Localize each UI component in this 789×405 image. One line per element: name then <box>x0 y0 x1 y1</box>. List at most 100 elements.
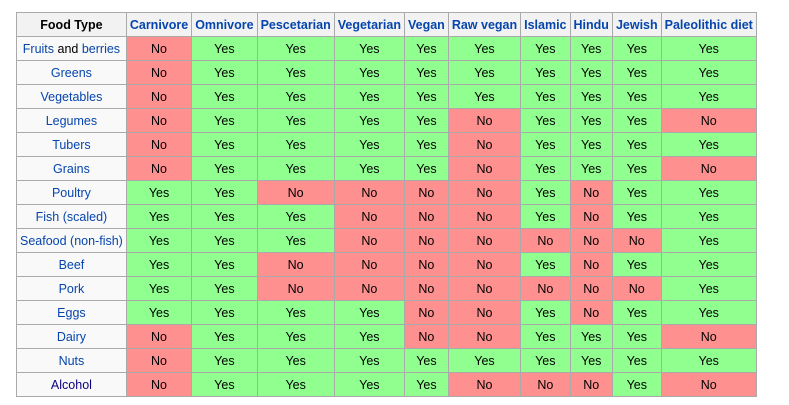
food-type-cell[interactable]: Seafood (non-fish) <box>16 228 127 253</box>
food-link[interactable]: Fruits <box>22 41 55 56</box>
value-cell: Yes <box>256 372 335 397</box>
value-cell: No <box>447 132 522 157</box>
value-cell: Yes <box>191 276 258 301</box>
value-cell: Yes <box>333 372 405 397</box>
value-cell: No <box>569 276 613 301</box>
table-row: Greens No Yes Yes Yes Yes Yes Yes Yes Yes Yes <box>16 60 757 85</box>
value-cell: Yes <box>611 36 662 61</box>
value-cell: Yes <box>611 348 662 373</box>
value-cell: Yes <box>256 60 335 85</box>
column-header-link[interactable]: Omnivore <box>191 12 258 37</box>
value-cell: Yes <box>611 108 662 133</box>
value-cell: No <box>520 276 571 301</box>
value-cell: Yes <box>125 252 193 277</box>
value-cell: No <box>125 108 193 133</box>
column-header-link[interactable]: Vegetarian <box>333 12 405 37</box>
value-cell: Yes <box>403 84 449 109</box>
value-cell: Yes <box>520 348 571 373</box>
food-type-cell[interactable]: Grains <box>16 156 127 181</box>
value-cell: Yes <box>125 228 193 253</box>
table-row: Fish (scaled) Yes Yes Yes No No No Yes No Yes Yes <box>16 204 757 229</box>
value-cell: Yes <box>256 348 335 373</box>
food-type-cell[interactable]: Tubers <box>16 132 127 157</box>
value-cell: Yes <box>660 252 757 277</box>
value-cell: No <box>447 180 522 205</box>
value-cell: No <box>660 324 757 349</box>
value-cell: Yes <box>660 348 757 373</box>
food-type-cell[interactable]: Nuts <box>16 348 127 373</box>
value-cell: Yes <box>333 300 405 325</box>
value-cell: Yes <box>256 204 335 229</box>
food-type-cell[interactable]: Fish (scaled) <box>16 204 127 229</box>
value-cell: Yes <box>333 36 405 61</box>
food-type-cell[interactable]: Dairy <box>16 324 127 349</box>
value-cell: No <box>403 228 449 253</box>
value-cell: Yes <box>520 60 571 85</box>
value-cell: Yes <box>256 300 335 325</box>
column-header-link[interactable]: Paleolithic diet <box>660 12 757 37</box>
value-cell: Yes <box>520 132 571 157</box>
value-cell: Yes <box>660 36 757 61</box>
value-cell: No <box>447 372 522 397</box>
value-cell: Yes <box>660 228 757 253</box>
value-cell: No <box>660 156 757 181</box>
value-cell: No <box>125 156 193 181</box>
value-cell: Yes <box>611 372 662 397</box>
value-cell: No <box>569 204 613 229</box>
column-header-link[interactable]: Vegan <box>403 12 449 37</box>
value-cell: Yes <box>333 156 405 181</box>
header-row: Food Type Carnivore Omnivore Pescetarian Veg… <box>16 12 757 37</box>
value-cell: No <box>447 108 522 133</box>
food-type-cell[interactable]: Legumes <box>16 108 127 133</box>
value-cell: No <box>333 228 405 253</box>
table-row: Poultry Yes Yes No No No No Yes No Yes Yes <box>16 180 757 205</box>
value-cell: Yes <box>191 180 258 205</box>
value-cell: Yes <box>333 132 405 157</box>
column-header-link[interactable]: Islamic <box>520 12 571 37</box>
column-header-link[interactable]: Hindu <box>569 12 613 37</box>
value-cell: Yes <box>403 60 449 85</box>
value-cell: Yes <box>403 108 449 133</box>
table-row: Tubers No Yes Yes Yes Yes No Yes Yes Yes Yes <box>16 132 757 157</box>
value-cell: No <box>447 300 522 325</box>
food-type-cell[interactable]: Vegetables <box>16 84 127 109</box>
food-type-cell[interactable]: Pork <box>16 276 127 301</box>
food-link[interactable]: berries <box>81 41 121 56</box>
value-cell: No <box>125 60 193 85</box>
value-cell: Yes <box>403 156 449 181</box>
food-type-cell[interactable]: Eggs <box>16 300 127 325</box>
value-cell: Yes <box>125 204 193 229</box>
food-type-cell[interactable]: Greens <box>16 60 127 85</box>
value-cell: No <box>447 156 522 181</box>
value-cell: Yes <box>191 228 258 253</box>
column-header-link[interactable]: Pescetarian <box>256 12 335 37</box>
table-row: Seafood (non-fish) Yes Yes Yes No No No No No No Y… <box>16 228 757 253</box>
food-type-cell[interactable]: Poultry <box>16 180 127 205</box>
value-cell: Yes <box>611 60 662 85</box>
value-cell: No <box>125 324 193 349</box>
value-cell: Yes <box>520 180 571 205</box>
food-type-cell[interactable]: Alcohol <box>16 372 127 397</box>
value-cell: Yes <box>191 60 258 85</box>
value-cell: Yes <box>611 204 662 229</box>
table-row: Nuts No Yes Yes Yes Yes Yes Yes Yes Yes Yes <box>16 348 757 373</box>
table-row: Vegetables No Yes Yes Yes Yes Yes Yes Yes Yes Yes <box>16 84 757 109</box>
value-cell: Yes <box>569 156 613 181</box>
value-cell: No <box>256 276 335 301</box>
column-header-link[interactable]: Carnivore <box>125 12 193 37</box>
value-cell: Yes <box>333 60 405 85</box>
value-cell: Yes <box>191 372 258 397</box>
food-text: and <box>54 41 82 56</box>
value-cell: Yes <box>660 84 757 109</box>
column-header-link[interactable]: Jewish <box>611 12 662 37</box>
value-cell: Yes <box>403 132 449 157</box>
column-header-link[interactable]: Raw vegan <box>447 12 522 37</box>
value-cell: No <box>125 348 193 373</box>
value-cell: Yes <box>191 108 258 133</box>
value-cell: Yes <box>256 84 335 109</box>
value-cell: No <box>569 252 613 277</box>
table-row: Eggs Yes Yes Yes Yes No No Yes No Yes Yes <box>16 300 757 325</box>
value-cell: No <box>403 300 449 325</box>
food-type-cell[interactable]: Beef <box>16 252 127 277</box>
value-cell: Yes <box>403 372 449 397</box>
